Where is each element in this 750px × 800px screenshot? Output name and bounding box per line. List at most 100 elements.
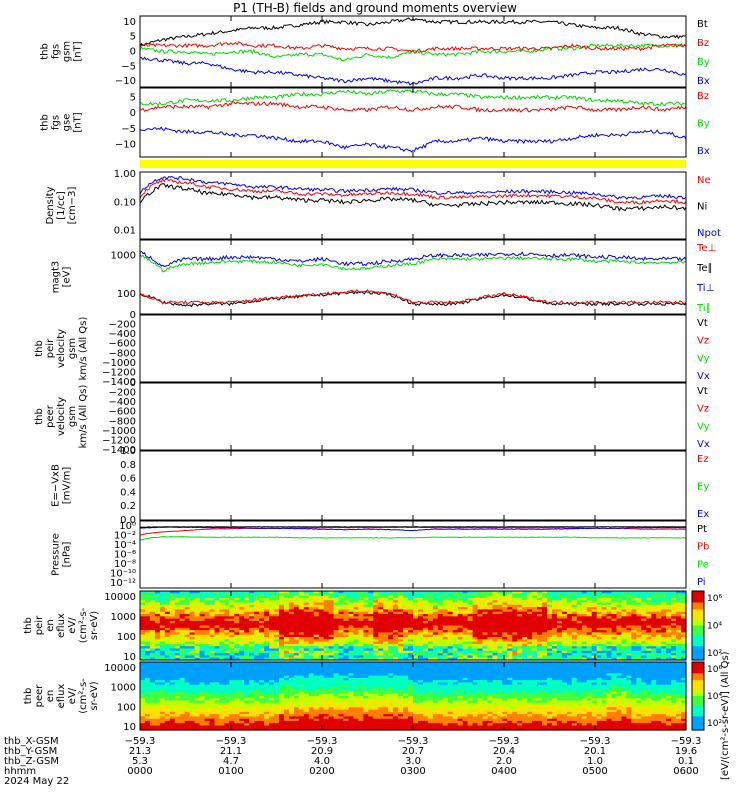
spectro-cell (298, 627, 305, 631)
spectro-cell (244, 709, 250, 713)
spectro-cell (164, 616, 171, 620)
spectro-cell (328, 607, 335, 610)
spectro-cell (323, 716, 330, 720)
spectro-cell (566, 627, 573, 631)
spectro-cell (646, 646, 652, 650)
spectro-cell (288, 618, 295, 622)
spectro-cell (611, 655, 618, 659)
spectro-cell (527, 655, 533, 659)
spectro-cell (358, 693, 364, 697)
spectro-cell (174, 595, 181, 599)
spectro-cell (591, 627, 598, 631)
spectro-cell (373, 720, 379, 724)
spectro-cell (457, 634, 464, 638)
spectro-cell (274, 643, 280, 647)
spectro-cell (318, 682, 325, 686)
spectro-cell (373, 725, 379, 729)
spectro-cell (224, 620, 230, 624)
spectro-cell (462, 648, 469, 652)
spectro-cell (497, 641, 503, 645)
spectro-cell (393, 675, 399, 679)
spectro-cell (214, 718, 221, 722)
spectro-cell (293, 600, 300, 604)
spectro-cell (676, 648, 682, 652)
spectro-cell (164, 625, 171, 629)
spectro-cell (199, 643, 206, 647)
spectro-cell (507, 632, 513, 636)
spectro-cell (666, 646, 672, 650)
spectro-cell (586, 609, 593, 613)
spectro-cell (641, 607, 647, 610)
spectro-cell (259, 711, 265, 715)
spectro-cell (403, 689, 409, 693)
spectro-cell (552, 607, 558, 610)
spectro-cell (447, 604, 454, 608)
spectro-cell (413, 604, 419, 608)
spectro-cell (189, 675, 196, 679)
spectro-cell (254, 705, 260, 708)
spectro-cell (671, 623, 677, 627)
spectro-cell (358, 609, 364, 613)
spectro-cell (388, 648, 394, 652)
spectro-cell (492, 597, 498, 601)
spectro-cell (145, 648, 151, 652)
spectro-cell (676, 657, 682, 661)
spectro-cell (229, 648, 235, 652)
spectro-cell (219, 725, 225, 729)
spectro-cell (244, 725, 250, 729)
spectro-cell (303, 593, 310, 597)
spectro-cell (313, 671, 320, 674)
spectro-cell (507, 653, 513, 656)
spectro-cell (373, 662, 379, 665)
spectro-cell (154, 727, 161, 731)
spectro-cell (363, 680, 369, 683)
spectro-cell (581, 616, 588, 620)
spectro-cell (224, 591, 230, 594)
spectro-cell (259, 600, 265, 604)
spectro-cell (333, 689, 340, 693)
spectro-cell (199, 648, 206, 652)
spectro-cell (561, 639, 568, 643)
spectro-cell (234, 720, 240, 724)
spectro-cell (646, 643, 652, 647)
spectro-cell (269, 693, 275, 697)
spectro-cell (571, 648, 578, 652)
spectro-cell (661, 607, 667, 610)
spectro-cell (264, 682, 270, 686)
spectro-cell (596, 620, 603, 624)
spectro-cell (164, 675, 171, 679)
spectro-cell (308, 668, 315, 672)
spectro-cell (591, 653, 598, 656)
spectro-cell (452, 593, 459, 597)
spectro-cell (254, 680, 260, 683)
spectro-cell (214, 689, 221, 693)
spectro-cell (199, 725, 206, 729)
spectro-cell (457, 604, 464, 608)
spectro-cell (159, 597, 166, 601)
spectro-cell (149, 616, 156, 620)
spectro-cell (492, 593, 498, 597)
spectro-cell (179, 718, 186, 722)
spectro-cell (239, 720, 245, 724)
spectro-cell (502, 632, 508, 636)
spectro-cell (452, 641, 459, 645)
spectro-cell (497, 646, 503, 650)
spectro-cell (279, 625, 285, 629)
spectro-cell (184, 595, 191, 599)
spectro-cell (427, 618, 434, 622)
spectro-cell (671, 627, 677, 631)
spectro-cell (214, 634, 221, 638)
spectro-cell (388, 591, 394, 594)
spectro-cell (507, 623, 513, 627)
spectro-cell (254, 691, 260, 695)
spectro-cell (199, 702, 206, 706)
spectro-cell (318, 611, 325, 615)
spectro-cell (318, 689, 325, 693)
spectro-cell (293, 720, 300, 724)
spectro-cell (378, 620, 384, 624)
spectro-cell (279, 664, 285, 668)
spectro-cell (343, 680, 350, 683)
spectro-cell (224, 643, 230, 647)
spectro-cell (145, 696, 151, 699)
spectro-cell (358, 680, 364, 683)
